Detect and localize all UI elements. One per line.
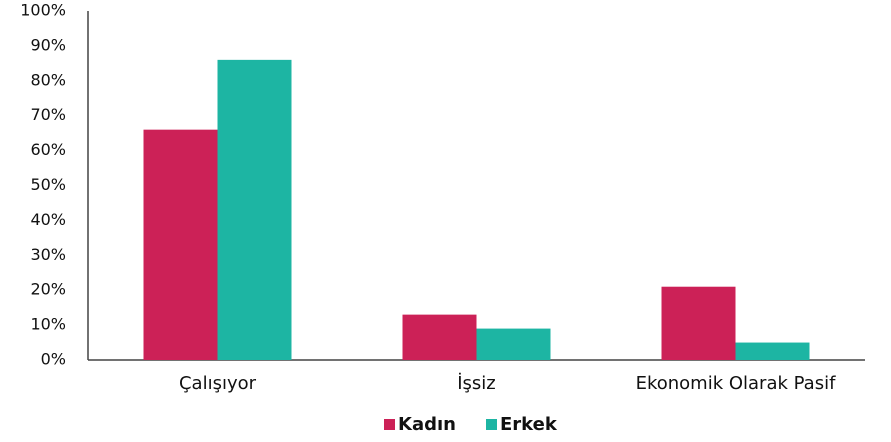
y-tick-label: 30%: [30, 245, 66, 264]
legend-label: Erkek: [500, 414, 558, 435]
legend-swatch: [486, 419, 497, 430]
legend-label: Kadın: [398, 414, 456, 435]
bar: [143, 129, 218, 360]
y-tick-label: 70%: [30, 105, 66, 124]
bar: [661, 286, 736, 360]
y-tick-label: 10%: [30, 315, 66, 334]
legend-swatch: [384, 419, 395, 430]
bar: [735, 342, 810, 360]
bar: [476, 328, 551, 360]
x-tick-label: Çalışıyor: [179, 373, 257, 394]
x-tick-label: İşsiz: [457, 373, 496, 394]
y-tick-label: 20%: [30, 280, 66, 299]
y-tick-label: 60%: [30, 140, 66, 159]
y-tick-label: 80%: [30, 70, 66, 89]
y-tick-label: 90%: [30, 35, 66, 54]
y-tick-label: 0%: [41, 350, 66, 369]
x-tick-label: Ekonomik Olarak Pasif: [636, 373, 837, 394]
bar: [402, 314, 477, 360]
y-tick-label: 50%: [30, 175, 66, 194]
bar: [217, 59, 292, 361]
y-tick-label: 40%: [30, 210, 66, 229]
y-tick-label: 100%: [20, 1, 66, 20]
